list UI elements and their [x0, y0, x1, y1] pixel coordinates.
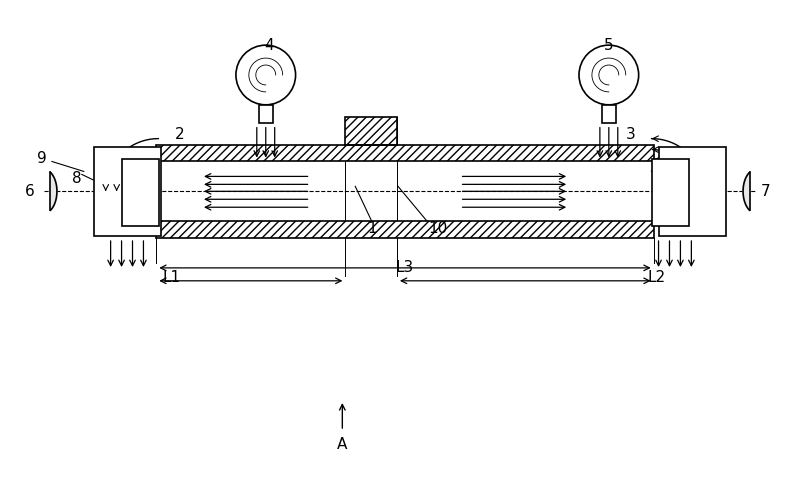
Text: 1: 1: [367, 221, 377, 236]
Bar: [346, 117, 397, 144]
Polygon shape: [50, 173, 57, 210]
Text: 9: 9: [37, 151, 47, 166]
Bar: [94, 147, 162, 236]
Text: 8: 8: [72, 171, 82, 186]
Bar: [156, 144, 654, 162]
Text: 10: 10: [428, 221, 447, 236]
Text: 3: 3: [626, 127, 635, 142]
Bar: [658, 147, 726, 236]
Text: A: A: [337, 437, 347, 452]
Bar: [602, 105, 616, 123]
Text: 6: 6: [26, 184, 35, 199]
Text: L2: L2: [647, 270, 666, 285]
Bar: [156, 221, 654, 238]
Text: 4: 4: [264, 38, 274, 53]
Polygon shape: [743, 173, 750, 210]
Text: L3: L3: [396, 260, 414, 275]
Bar: [122, 159, 159, 226]
Text: 2: 2: [174, 127, 184, 142]
Text: L1: L1: [162, 270, 180, 285]
Text: 5: 5: [604, 38, 614, 53]
Bar: [258, 105, 273, 123]
Bar: [651, 159, 690, 226]
Text: 7: 7: [761, 184, 770, 199]
